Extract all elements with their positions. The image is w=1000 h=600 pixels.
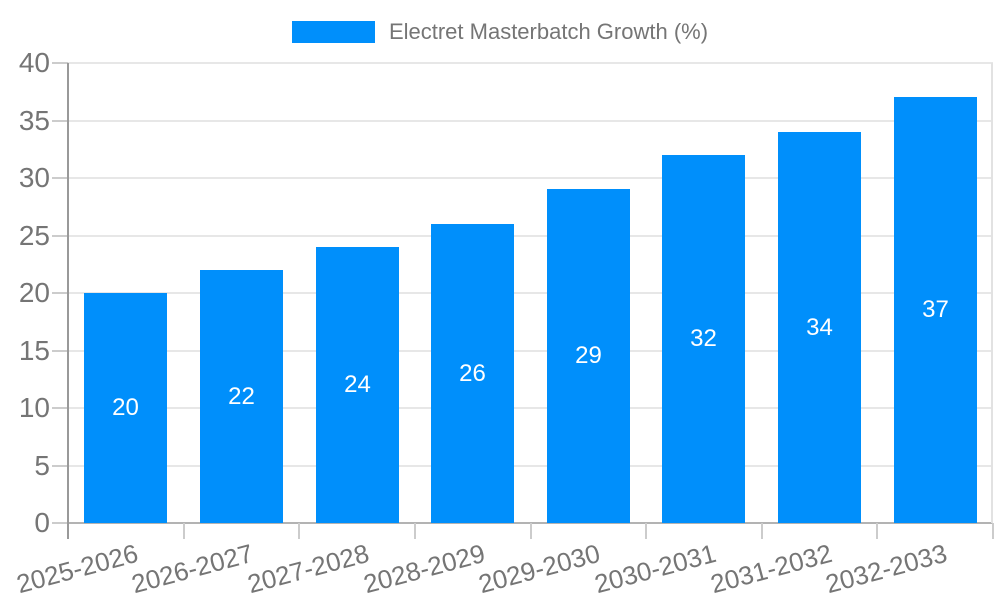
bar[interactable]: 29 — [547, 189, 630, 523]
x-axis-tick — [183, 523, 185, 539]
x-axis-tick — [530, 523, 532, 539]
x-axis-tick-label: 2027-2028 — [243, 538, 372, 600]
y-axis-tick-label: 10 — [18, 392, 50, 423]
x-axis-tick — [298, 523, 300, 539]
bar-value-label: 26 — [459, 359, 486, 387]
bar-value-label: 24 — [344, 371, 371, 398]
y-axis-tick — [52, 120, 68, 122]
legend-swatch — [291, 21, 375, 43]
x-axis-tick-label: 2028-2029 — [359, 538, 488, 600]
bar-value-label: 20 — [112, 394, 139, 421]
bar[interactable]: 37 — [894, 97, 977, 523]
x-axis-tick-label: 2026-2027 — [127, 538, 256, 600]
plot-right-border — [991, 63, 993, 523]
bar[interactable]: 34 — [778, 132, 861, 523]
y-axis-tick — [52, 407, 68, 409]
y-axis-tick-label: 5 — [34, 450, 50, 481]
x-axis-tick — [876, 523, 878, 539]
gridline — [68, 120, 993, 122]
gridline — [68, 407, 993, 409]
bar-value-label: 29 — [575, 342, 602, 369]
x-axis-tick-label: 2029-2030 — [474, 538, 603, 600]
bar[interactable]: 26 — [431, 224, 514, 523]
y-axis-tick-label: 25 — [18, 220, 50, 251]
bar[interactable]: 20 — [84, 293, 167, 523]
x-axis-tick-label: 2030-2031 — [590, 538, 719, 600]
gridline — [68, 177, 993, 179]
x-axis-tick — [761, 523, 763, 539]
y-axis-tick-label: 40 — [18, 47, 50, 78]
y-axis-tick — [52, 522, 68, 524]
bar[interactable]: 22 — [200, 270, 283, 523]
y-axis-line — [67, 63, 69, 539]
gridline — [68, 465, 993, 467]
y-axis-tick — [52, 292, 68, 294]
gridline — [68, 235, 993, 237]
x-axis-tick — [992, 523, 994, 539]
y-axis-tick-label: 20 — [18, 277, 50, 308]
legend-label: Electret Masterbatch Growth (%) — [388, 19, 709, 44]
y-axis-tick-label: 30 — [18, 162, 50, 193]
y-axis-tick — [52, 350, 68, 352]
bar-value-label: 34 — [806, 313, 833, 341]
gridline — [68, 292, 993, 294]
y-axis-tick — [52, 177, 68, 179]
y-axis-tick-label: 35 — [18, 105, 50, 136]
x-axis-tick-label: 2032-2033 — [821, 538, 950, 600]
y-axis-tick-label: 0 — [34, 507, 50, 538]
gridline — [68, 62, 993, 64]
bar[interactable]: 32 — [662, 155, 745, 523]
y-axis-tick — [52, 62, 68, 64]
bar-value-label: 37 — [922, 296, 949, 323]
bar[interactable]: 24 — [316, 247, 399, 523]
bar-value-label: 32 — [690, 325, 717, 352]
bar-value-label: 22 — [228, 382, 255, 410]
x-axis-tick — [414, 523, 416, 539]
gridline — [68, 350, 993, 352]
y-axis-tick — [52, 465, 68, 467]
y-axis-tick-label: 15 — [18, 335, 50, 366]
legend[interactable]: Electret Masterbatch Growth (%) — [0, 20, 1000, 44]
y-axis-tick — [52, 235, 68, 237]
x-axis-tick-label: 2031-2032 — [706, 538, 835, 600]
x-axis-tick-label: 2025-2026 — [12, 538, 141, 600]
x-axis-tick — [645, 523, 647, 539]
